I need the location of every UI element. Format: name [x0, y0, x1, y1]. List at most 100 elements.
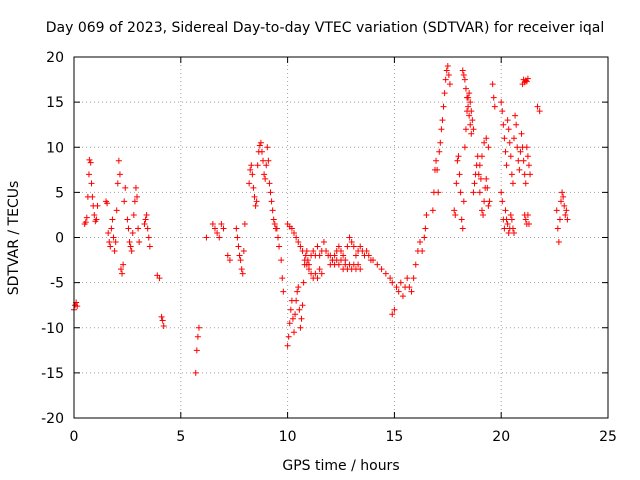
data-point: [423, 211, 430, 218]
data-point: [276, 243, 283, 250]
data-point: [555, 239, 562, 246]
data-point: [297, 243, 304, 250]
data-point: [465, 103, 472, 110]
data-point: [293, 297, 300, 304]
data-point: [203, 234, 210, 241]
data-point: [117, 266, 124, 273]
data-point: [216, 234, 223, 241]
data-point: [268, 198, 275, 205]
data-point: [464, 94, 471, 101]
data-point: [434, 166, 441, 173]
x-tick-label: 15: [385, 429, 403, 445]
data-point: [382, 270, 389, 277]
data-point: [508, 216, 515, 223]
data-point: [299, 302, 306, 309]
data-point: [116, 171, 123, 178]
data-point: [105, 229, 112, 236]
data-point: [126, 239, 133, 246]
data-point: [340, 252, 347, 259]
y-tick-label: -5: [50, 276, 64, 292]
data-point: [421, 234, 428, 241]
data-point: [291, 329, 298, 336]
x-tick-label: 20: [492, 429, 510, 445]
data-point: [273, 225, 280, 232]
data-point: [404, 275, 411, 282]
data-point: [110, 234, 117, 241]
data-point: [143, 211, 150, 218]
data-point: [298, 315, 305, 322]
data-point: [302, 252, 309, 259]
data-point: [246, 180, 253, 187]
data-point: [523, 78, 530, 85]
data-point: [525, 220, 532, 227]
data-point: [511, 135, 518, 142]
data-point: [239, 270, 246, 277]
data-point: [559, 189, 566, 196]
data-point: [195, 324, 202, 331]
data-point: [323, 248, 330, 255]
y-tick-label: -15: [41, 366, 64, 382]
data-point: [271, 220, 278, 227]
data-point: [344, 243, 351, 250]
data-point: [128, 248, 135, 255]
data-point: [293, 234, 300, 241]
data-point: [515, 157, 522, 164]
data-point: [556, 216, 563, 223]
data-point: [459, 225, 466, 232]
y-axis-label: SDTVAR / TECUs: [6, 181, 22, 296]
data-point: [509, 225, 516, 232]
data-point: [456, 171, 463, 178]
data-point: [387, 275, 394, 282]
data-point: [357, 266, 364, 273]
data-point: [406, 284, 413, 291]
points-layer: [71, 63, 571, 376]
data-point: [158, 313, 165, 320]
data-point: [119, 270, 126, 277]
plot-frame: [73, 56, 609, 419]
data-point: [237, 257, 244, 264]
y-tick-label: 5: [55, 185, 64, 201]
data-point: [484, 184, 491, 191]
data-point: [468, 108, 475, 115]
data-point: [476, 162, 483, 169]
data-point: [498, 99, 505, 106]
data-point: [460, 72, 467, 79]
data-point: [391, 306, 398, 313]
data-point: [471, 180, 478, 187]
data-point: [83, 214, 90, 221]
data-point: [91, 211, 98, 218]
data-point: [461, 76, 468, 83]
data-point: [224, 252, 231, 259]
data-point: [267, 189, 274, 196]
data-point: [122, 184, 129, 191]
data-point: [314, 243, 321, 250]
data-point: [558, 198, 565, 205]
data-point: [194, 333, 201, 340]
data-point: [303, 261, 310, 268]
data-point: [241, 220, 248, 227]
data-point: [327, 252, 334, 259]
data-point: [108, 225, 115, 232]
data-point: [235, 243, 242, 250]
data-point: [435, 189, 442, 196]
data-point: [378, 266, 385, 273]
data-point: [534, 103, 541, 110]
data-point: [509, 180, 516, 187]
data-point: [517, 148, 524, 155]
data-point: [477, 175, 484, 182]
data-point: [475, 171, 482, 178]
data-point: [451, 207, 458, 214]
data-point: [240, 248, 247, 255]
data-point: [408, 288, 415, 295]
data-point: [498, 189, 505, 196]
data-point: [486, 198, 493, 205]
data-point: [264, 144, 271, 151]
data-point: [136, 239, 143, 246]
data-point: [523, 144, 530, 151]
data-point: [316, 266, 323, 273]
data-point: [82, 219, 89, 226]
data-point: [114, 180, 121, 187]
data-point: [457, 189, 464, 196]
data-point: [121, 198, 128, 205]
